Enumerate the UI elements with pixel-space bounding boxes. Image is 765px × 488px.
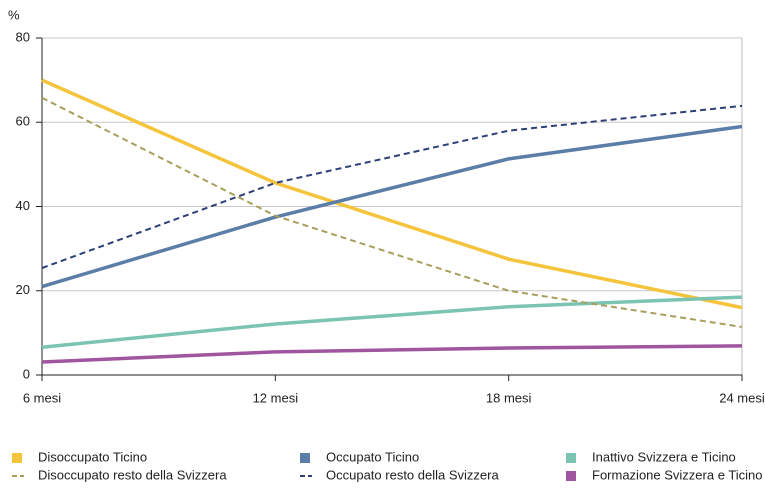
series-line (41, 104, 743, 269)
series-line (41, 78, 743, 310)
legend-marker (566, 453, 576, 463)
y-tick-label: 60 (16, 114, 30, 129)
legend-marker (12, 453, 22, 463)
legend-label: Disoccupato resto della Svizzera (38, 467, 227, 482)
series-line (41, 124, 743, 289)
series-line (41, 295, 743, 349)
y-tick-label: 40 (16, 198, 30, 213)
series-line (41, 344, 743, 364)
x-tick-label: 6 mesi (23, 390, 61, 405)
y-tick-label: 0 (23, 366, 30, 381)
legend-label: Formazione Svizzera e Ticino (592, 467, 763, 482)
x-tick-label: 18 mesi (486, 390, 532, 405)
y-axis-label: % (8, 7, 20, 22)
y-tick-label: 20 (16, 282, 30, 297)
legend-marker (566, 471, 576, 481)
legend-label: Occupato Ticino (326, 449, 419, 464)
series-line (41, 96, 743, 328)
x-tick-label: 12 mesi (253, 390, 299, 405)
x-tick-label: 24 mesi (719, 390, 765, 405)
legend-label: Occupato resto della Svizzera (326, 467, 499, 482)
legend-marker (300, 453, 310, 463)
y-tick-label: 80 (16, 29, 30, 44)
legend-label: Disoccupato Ticino (38, 449, 147, 464)
legend-label: Inattivo Svizzera e Ticino (592, 449, 736, 464)
